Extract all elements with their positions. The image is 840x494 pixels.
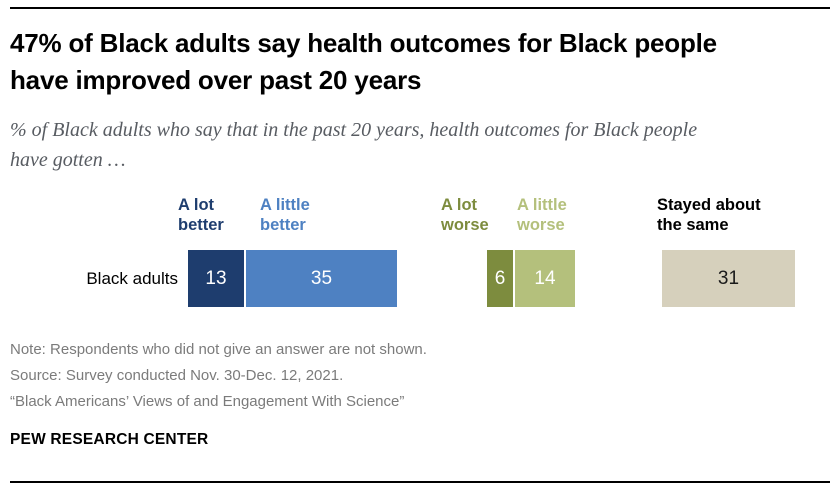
- series-label-a-lot-better: A lot better: [178, 196, 224, 234]
- note-line: Note: Respondents who did not give an an…: [10, 341, 427, 358]
- bar-group-same: 31: [662, 250, 795, 307]
- bar-value: 13: [205, 267, 227, 289]
- chart-title: 47% of Black adults say health outcomes …: [10, 28, 717, 95]
- bar-group-better: 13 35: [188, 250, 397, 307]
- bottom-divider: [10, 481, 830, 483]
- bar-group-worse: 6 14: [487, 250, 575, 307]
- series-label-stayed-about-the-same: Stayed about the same: [657, 196, 761, 234]
- brand-pew-research-center: PEW RESEARCH CENTER: [10, 431, 209, 448]
- series-label-a-lot-worse: A lot worse: [441, 196, 489, 234]
- series-label-a-little-worse: A little worse: [517, 196, 567, 234]
- source-line: Source: Survey conducted Nov. 30-Dec. 12…: [10, 367, 344, 384]
- citation-line: “Black Americans’ Views of and Engagemen…: [10, 393, 405, 410]
- bar-segment-a-lot-worse: 6: [487, 250, 513, 307]
- series-label-a-little-better: A little better: [260, 196, 310, 234]
- bar-value: 6: [494, 267, 506, 289]
- bar-segment-stayed-about-the-same: 31: [662, 250, 795, 307]
- footnotes: Note: Respondents who did not give an an…: [10, 337, 830, 415]
- top-divider: [10, 7, 830, 9]
- row-label-black-adults: Black adults: [86, 268, 178, 288]
- stacked-bar-chart: A lot better A little better A lot worse…: [10, 195, 830, 307]
- bar-segment-a-little-better: 35: [246, 250, 397, 307]
- bar-segment-a-little-worse: 14: [515, 250, 575, 307]
- bar-value: 14: [534, 267, 556, 289]
- bar-value: 35: [310, 267, 333, 289]
- chart-subtitle: % of Black adults who say that in the pa…: [10, 119, 698, 171]
- bar-value: 31: [717, 267, 740, 289]
- bar-segment-a-lot-better: 13: [188, 250, 244, 307]
